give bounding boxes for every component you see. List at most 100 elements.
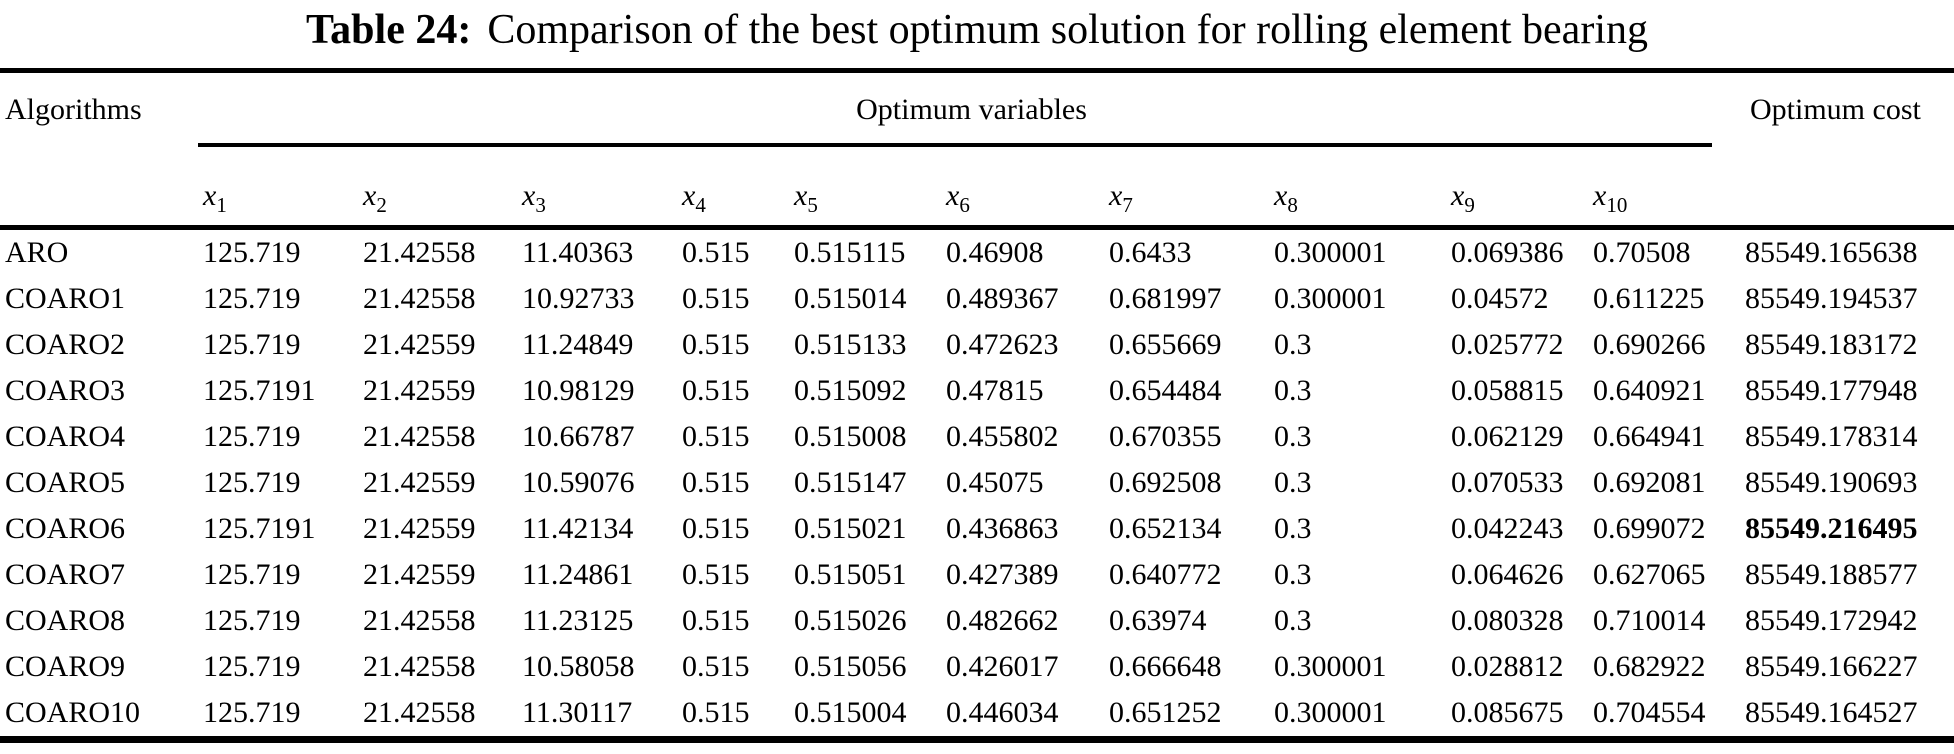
cell-x3: 11.40363 (522, 236, 634, 269)
cell-x5: 0.515092 (794, 374, 907, 407)
cell-x10: 0.710014 (1593, 604, 1706, 637)
cell-x2: 21.42558 (363, 604, 476, 637)
cell-x9: 0.025772 (1451, 328, 1564, 361)
cell-optimum-cost: 85549.178314 (1745, 420, 1918, 453)
column-header-x6: x6 (946, 179, 970, 217)
table-row: COARO1 125.719 21.42558 10.92733 0.515 0.5150… (0, 276, 1954, 322)
cell-x7: 0.692508 (1109, 466, 1222, 499)
cell-x4: 0.515 (682, 374, 750, 407)
algorithm-name: COARO6 (5, 512, 126, 545)
cell-x6: 0.489367 (946, 282, 1059, 315)
cell-x10: 0.682922 (1593, 650, 1706, 683)
cell-x3: 11.24849 (522, 328, 634, 361)
cell-x4: 0.515 (682, 512, 750, 545)
cell-x8: 0.3 (1274, 420, 1312, 453)
cell-x5: 0.515056 (794, 650, 907, 683)
cell-x6: 0.426017 (946, 650, 1059, 683)
cell-x8: 0.3 (1274, 328, 1312, 361)
table-row: COARO10 125.719 21.42558 11.30117 0.515 0.515… (0, 690, 1954, 740)
cell-x2: 21.42559 (363, 466, 476, 499)
cell-optimum-cost: 85549.177948 (1745, 374, 1918, 407)
cell-x3: 11.30117 (522, 696, 633, 729)
cell-x10: 0.699072 (1593, 512, 1706, 545)
table-row: COARO9 125.719 21.42558 10.58058 0.515 0.5150… (0, 644, 1954, 690)
cell-x7: 0.655669 (1109, 328, 1222, 361)
cell-x5: 0.515026 (794, 604, 907, 637)
cell-x1: 125.719 (203, 558, 301, 591)
cell-x10: 0.704554 (1593, 696, 1706, 729)
cell-optimum-cost: 85549.166227 (1745, 650, 1918, 683)
cell-x2: 21.42559 (363, 512, 476, 545)
cell-x6: 0.45075 (946, 466, 1044, 499)
cell-x4: 0.515 (682, 282, 750, 315)
cell-x6: 0.427389 (946, 558, 1059, 591)
cell-optimum-cost: 85549.216495 (1745, 512, 1918, 545)
cell-x7: 0.6433 (1109, 236, 1192, 269)
cell-x6: 0.446034 (946, 696, 1059, 729)
cell-x6: 0.47815 (946, 374, 1044, 407)
cell-x8: 0.3 (1274, 512, 1312, 545)
cell-x10: 0.627065 (1593, 558, 1706, 591)
cell-x5: 0.515021 (794, 512, 907, 545)
cell-x3: 10.92733 (522, 282, 635, 315)
cell-x3: 11.23125 (522, 604, 634, 637)
cell-x9: 0.085675 (1451, 696, 1564, 729)
cell-x4: 0.515 (682, 328, 750, 361)
column-header-spacer-right (1740, 147, 1954, 228)
cell-x6: 0.436863 (946, 512, 1059, 545)
cell-x1: 125.719 (203, 466, 301, 499)
cell-x8: 0.3 (1274, 558, 1312, 591)
cell-optimum-cost: 85549.183172 (1745, 328, 1918, 361)
column-header-x4: x4 (682, 179, 706, 217)
column-header-spacer-left (0, 147, 198, 228)
cell-x9: 0.069386 (1451, 236, 1564, 269)
cell-x9: 0.070533 (1451, 466, 1564, 499)
cell-x5: 0.515133 (794, 328, 907, 361)
algorithm-name: COARO10 (5, 696, 141, 729)
cell-x8: 0.3 (1274, 374, 1312, 407)
cell-x7: 0.640772 (1109, 558, 1222, 591)
column-header-x10: x10 (1593, 179, 1628, 217)
cell-x9: 0.058815 (1451, 374, 1564, 407)
column-group-optimum-variables: Optimum variables (198, 71, 1740, 148)
cell-x8: 0.3 (1274, 604, 1312, 637)
cell-x8: 0.300001 (1274, 236, 1387, 269)
table-row: COARO6 125.7191 21.42559 11.42134 0.515 0.515… (0, 506, 1954, 552)
algorithm-name: ARO (5, 236, 69, 269)
table-row: ARO 125.719 21.42558 11.40363 0.515 0.515115 0… (0, 228, 1954, 277)
column-header-x1: x1 (203, 179, 227, 217)
algorithm-name: COARO7 (5, 558, 126, 591)
cell-optimum-cost: 85549.188577 (1745, 558, 1918, 591)
cell-x6: 0.455802 (946, 420, 1059, 453)
algorithm-name: COARO5 (5, 466, 126, 499)
cell-x9: 0.028812 (1451, 650, 1564, 683)
cell-x5: 0.515014 (794, 282, 907, 315)
column-header-x3: x3 (522, 179, 546, 217)
cell-x7: 0.652134 (1109, 512, 1222, 545)
table-row: COARO7 125.719 21.42559 11.24861 0.515 0.5150… (0, 552, 1954, 598)
cell-x1: 125.719 (203, 236, 301, 269)
cell-optimum-cost: 85549.172942 (1745, 604, 1918, 637)
column-header-x5: x5 (794, 179, 818, 217)
table-row: COARO4 125.719 21.42558 10.66787 0.515 0.5150… (0, 414, 1954, 460)
cell-x3: 10.98129 (522, 374, 635, 407)
cell-x1: 125.7191 (203, 512, 316, 545)
cell-x1: 125.7191 (203, 374, 316, 407)
cell-x2: 21.42559 (363, 328, 476, 361)
algorithm-name: COARO1 (5, 282, 126, 315)
cell-x1: 125.719 (203, 696, 301, 729)
cell-optimum-cost: 85549.165638 (1745, 236, 1918, 269)
cell-x2: 21.42558 (363, 420, 476, 453)
column-header-x8: x8 (1274, 179, 1298, 217)
cell-x7: 0.670355 (1109, 420, 1222, 453)
cell-x7: 0.654484 (1109, 374, 1222, 407)
cell-x8: 0.3 (1274, 466, 1312, 499)
cell-x10: 0.70508 (1593, 236, 1691, 269)
cell-optimum-cost: 85549.190693 (1745, 466, 1918, 499)
cell-x5: 0.515115 (794, 236, 906, 269)
cell-x5: 0.515004 (794, 696, 907, 729)
algorithm-name: COARO9 (5, 650, 126, 683)
algorithm-name: COARO8 (5, 604, 126, 637)
cell-x1: 125.719 (203, 604, 301, 637)
